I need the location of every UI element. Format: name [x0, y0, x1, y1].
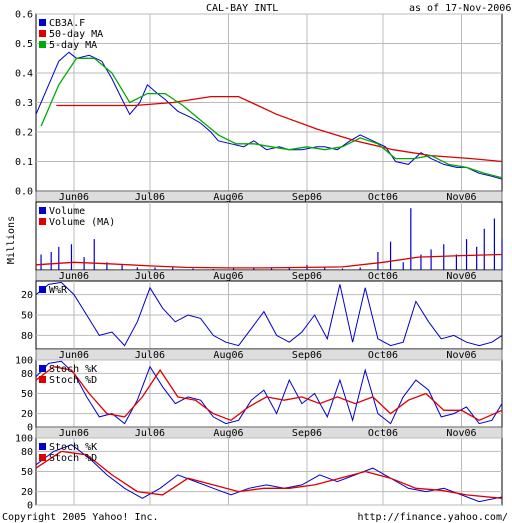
y-tick-label: 50: [21, 467, 33, 478]
x-tick-label: Oct06: [368, 271, 398, 282]
volume-legend-ma: Volume (MA): [49, 217, 115, 228]
y-tick-label: 20: [21, 487, 33, 498]
x-tick-label: Jun06: [59, 192, 89, 203]
volume-legend-ma-swatch: [39, 218, 46, 225]
price-legend-cb3a-swatch: [39, 19, 46, 26]
fast-stoch-legend-k: Stoch %K: [49, 364, 97, 375]
y-tick-label: 20: [21, 409, 33, 420]
y-tick-label: 0.6: [15, 10, 33, 21]
x-tick-label: Jul06: [135, 428, 165, 439]
x-tick-label: Sep06: [292, 350, 322, 361]
x-tick-label: Jul06: [135, 271, 165, 282]
x-tick-label: Nov06: [446, 192, 476, 203]
y-tick-label: 100: [15, 356, 33, 367]
y-tick-label: 80: [21, 369, 33, 380]
price-legend-50day-ma: 50-day MA: [49, 29, 103, 40]
y-tick-label: 100: [15, 434, 33, 445]
fast-stoch-legend-k-swatch: [39, 365, 46, 372]
source-link[interactable]: http://finance.yahoo.com/: [357, 512, 508, 523]
x-tick-label: Sep06: [292, 271, 322, 282]
price-legend-cb3a: CB3A.F: [49, 18, 85, 29]
slow-stoch-legend-d: Stoch %D: [49, 453, 97, 464]
y-tick-label: 50: [21, 311, 33, 322]
series-line: [35, 366, 503, 422]
y-tick-label: 0.5: [15, 39, 33, 50]
y-tick-label: 20: [21, 290, 33, 301]
panel-frame: [35, 201, 503, 271]
series-line: [35, 450, 503, 499]
volume-axis-label: Millions: [6, 216, 17, 264]
y-tick-label: 0.0: [15, 187, 33, 198]
price-panel: 0.0 0.1 0.2 0.3 0.4 0.5 0.6 CB3A.F50-day MA5-da…: [15, 10, 503, 203]
x-tick-label: Sep06: [292, 192, 322, 203]
series-line: [40, 57, 503, 179]
x-tick-label: Oct06: [368, 350, 398, 361]
y-tick-label: 50: [21, 389, 33, 400]
series-line: [35, 253, 503, 269]
date-axis-band: [35, 426, 503, 439]
chart-title: CAL-BAY INTL: [206, 3, 278, 14]
x-tick-label: Nov06: [446, 350, 476, 361]
x-tick-label: Jun06: [59, 350, 89, 361]
y-tick-label: 0.2: [15, 128, 33, 139]
as-of-date: as of 17-Nov-2006: [409, 3, 511, 14]
x-tick-label: Oct06: [368, 192, 398, 203]
williams-r-legend-swatch: [39, 286, 46, 293]
price-legend-50day-ma-swatch: [39, 30, 46, 37]
date-axis-band: [35, 269, 503, 282]
y-tick-label: 80: [21, 331, 33, 342]
y-tick-label: 0.3: [15, 98, 33, 109]
x-tick-label: Sep06: [292, 428, 322, 439]
date-axis-band: [35, 190, 503, 203]
fast-stoch-legend-d-swatch: [39, 376, 46, 383]
price-legend-5day-ma-swatch: [39, 41, 46, 48]
price-legend-5day-ma: 5-day MA: [49, 40, 97, 51]
x-tick-label: Jun06: [59, 428, 89, 439]
x-tick-label: Aug06: [213, 271, 243, 282]
date-axis-band: [35, 348, 503, 361]
y-tick-label: 0.1: [15, 157, 33, 168]
volume-legend-volume: Volume: [49, 206, 85, 217]
x-tick-label: Aug06: [213, 350, 243, 361]
copyright-text: Copyright 2005 Yahoo! Inc.: [2, 512, 159, 523]
slow-stoch-legend-d-swatch: [39, 454, 46, 461]
x-tick-label: Nov06: [446, 428, 476, 439]
fast-stoch-legend-d: Stoch %D: [49, 375, 97, 386]
y-tick-label: 0: [27, 501, 33, 512]
x-tick-label: Oct06: [368, 428, 398, 439]
y-tick-label: 80: [21, 447, 33, 458]
slow-stoch-legend-k-swatch: [39, 443, 46, 450]
x-tick-label: Aug06: [213, 192, 243, 203]
slow-stoch-legend-k: Stoch %K: [49, 442, 97, 453]
williams-r-legend: W%R: [49, 285, 68, 296]
x-tick-label: Aug06: [213, 428, 243, 439]
williams-r-panel: 20 50 80 W%R Jun06 Jul06 Aug06 Sep06 Oct06 Nov06: [21, 280, 503, 361]
volume-legend-volume-swatch: [39, 207, 46, 214]
x-tick-label: Jul06: [135, 192, 165, 203]
series-line: [35, 281, 503, 347]
y-tick-label: 0: [27, 423, 33, 434]
y-tick-label: 0.4: [15, 69, 33, 80]
series-line: [35, 444, 503, 503]
x-tick-label: Jul06: [135, 350, 165, 361]
x-tick-label: Jun06: [59, 271, 89, 282]
x-tick-label: Nov06: [446, 271, 476, 282]
